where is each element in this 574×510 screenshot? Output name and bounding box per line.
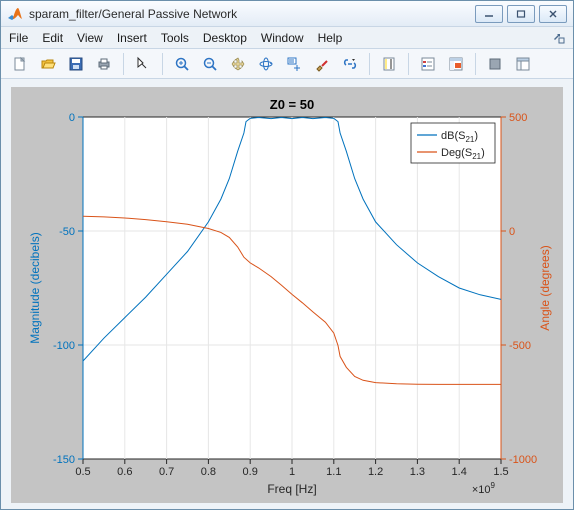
svg-text:500: 500 bbox=[509, 112, 527, 124]
x-axis-label: Freq [Hz] bbox=[267, 482, 316, 496]
svg-text:1.1: 1.1 bbox=[326, 466, 341, 478]
svg-text:-150: -150 bbox=[53, 454, 75, 466]
svg-text:1.3: 1.3 bbox=[410, 466, 425, 478]
svg-text:1.4: 1.4 bbox=[452, 466, 467, 478]
menu-help[interactable]: Help bbox=[318, 31, 343, 45]
brush-button[interactable] bbox=[309, 51, 335, 77]
menu-desktop[interactable]: Desktop bbox=[203, 31, 247, 45]
menu-view[interactable]: View bbox=[77, 31, 103, 45]
svg-text:-100: -100 bbox=[53, 340, 75, 352]
menubar: File Edit View Insert Tools Desktop Window Help bbox=[1, 27, 573, 49]
svg-text:0.7: 0.7 bbox=[159, 466, 174, 478]
svg-text:1.2: 1.2 bbox=[368, 466, 383, 478]
link-data-button[interactable] bbox=[337, 51, 363, 77]
close-button[interactable] bbox=[539, 5, 567, 23]
new-figure-button[interactable] bbox=[7, 51, 33, 77]
svg-text:0: 0 bbox=[509, 226, 515, 238]
insert-colorbar-button[interactable] bbox=[376, 51, 402, 77]
pan-button[interactable] bbox=[225, 51, 251, 77]
minimize-button[interactable] bbox=[475, 5, 503, 23]
open-file-button[interactable] bbox=[35, 51, 61, 77]
show-plot-tools-button[interactable] bbox=[510, 51, 536, 77]
menu-tools[interactable]: Tools bbox=[161, 31, 189, 45]
svg-text:-500: -500 bbox=[509, 340, 531, 352]
svg-text:1.5: 1.5 bbox=[493, 466, 508, 478]
titlebar: sparam_filter/General Passive Network bbox=[1, 1, 573, 27]
svg-text:1: 1 bbox=[289, 466, 295, 478]
svg-text:0.8: 0.8 bbox=[201, 466, 216, 478]
rotate-3d-button[interactable] bbox=[253, 51, 279, 77]
menu-insert[interactable]: Insert bbox=[117, 31, 147, 45]
figure-area: 0.5 0.6 0.7 0.8 0.9 1 1.1 1.2 1.3 1.4 1.5 -150 -100 -… bbox=[1, 79, 573, 509]
toolbar bbox=[1, 49, 573, 79]
plot-tools-and-dock-button[interactable] bbox=[443, 51, 469, 77]
svg-text:0: 0 bbox=[69, 112, 75, 124]
matlab-icon bbox=[7, 6, 23, 22]
window-title: sparam_filter/General Passive Network bbox=[29, 7, 469, 21]
menu-window[interactable]: Window bbox=[261, 31, 304, 45]
svg-text:0.9: 0.9 bbox=[243, 466, 258, 478]
save-figure-button[interactable] bbox=[63, 51, 89, 77]
svg-text:0.6: 0.6 bbox=[117, 466, 132, 478]
hide-plot-tools-button[interactable] bbox=[482, 51, 508, 77]
svg-text:0.5: 0.5 bbox=[75, 466, 90, 478]
menu-file[interactable]: File bbox=[9, 31, 28, 45]
edit-plot-button[interactable] bbox=[130, 51, 156, 77]
dock-icon[interactable] bbox=[553, 32, 565, 44]
y-right-label: Angle (degrees) bbox=[538, 245, 552, 330]
svg-text:-50: -50 bbox=[59, 226, 75, 238]
figure-panel: 0.5 0.6 0.7 0.8 0.9 1 1.1 1.2 1.3 1.4 1.5 -150 -100 -… bbox=[11, 87, 563, 503]
print-figure-button[interactable] bbox=[91, 51, 117, 77]
chart-title: Z0 = 50 bbox=[270, 97, 314, 112]
insert-legend-button[interactable] bbox=[415, 51, 441, 77]
y-left-label: Magnitude (decibels) bbox=[28, 232, 42, 343]
maximize-button[interactable] bbox=[507, 5, 535, 23]
chart-svg: 0.5 0.6 0.7 0.8 0.9 1 1.1 1.2 1.3 1.4 1.5 -150 -100 -… bbox=[11, 87, 563, 500]
data-cursor-button[interactable] bbox=[281, 51, 307, 77]
figure-window: sparam_filter/General Passive Network Fi… bbox=[0, 0, 574, 510]
zoom-in-button[interactable] bbox=[169, 51, 195, 77]
svg-text:×109: ×109 bbox=[472, 481, 496, 496]
window-controls bbox=[475, 5, 567, 23]
menu-edit[interactable]: Edit bbox=[42, 31, 63, 45]
svg-text:-1000: -1000 bbox=[509, 454, 537, 466]
zoom-out-button[interactable] bbox=[197, 51, 223, 77]
